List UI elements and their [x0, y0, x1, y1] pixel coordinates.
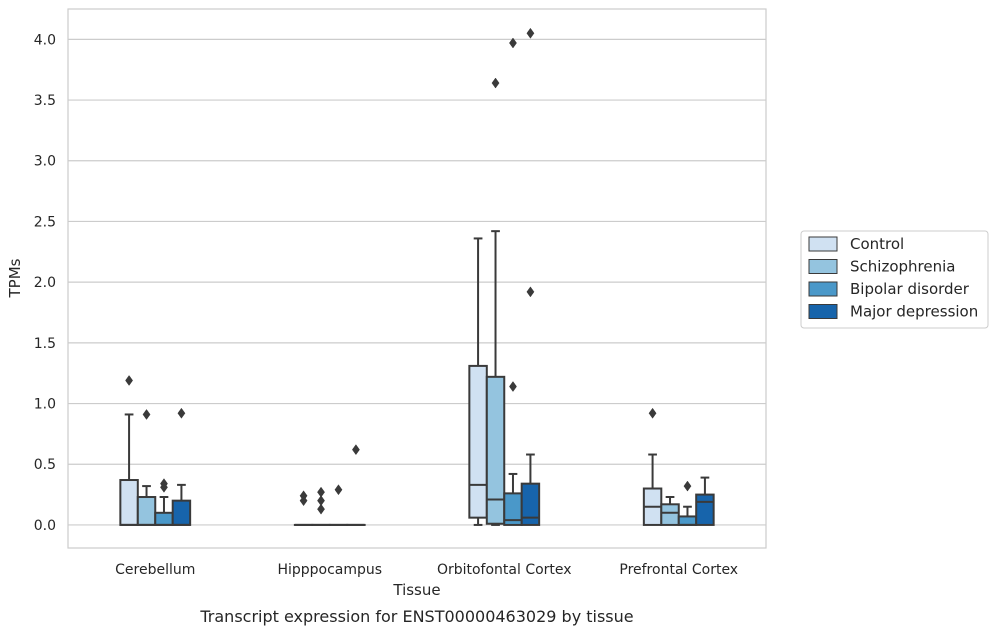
y-tick-labels: 0.0 0.5 1.0 1.5 2.0 2.5 3.0 3.5 4.0	[34, 32, 56, 534]
outlier-point	[491, 77, 500, 89]
legend-swatch	[808, 281, 838, 297]
outlier-point	[526, 286, 535, 298]
outlier-point	[317, 503, 325, 515]
legend: Control Schizophrenia Bipolar disorder Majo…	[800, 230, 989, 329]
y-tick-label: 0.0	[34, 518, 56, 534]
outlier-point	[509, 381, 517, 392]
box-body	[119, 479, 139, 526]
box-body	[468, 364, 488, 519]
chart-caption: Transcript expression for ENST0000046302…	[199, 607, 633, 626]
x-tick-label: Hipppocampus	[277, 562, 382, 578]
y-tick-label: 3.0	[34, 154, 56, 170]
y-tick-label: 2.5	[34, 214, 56, 230]
outlier-point	[142, 409, 151, 420]
box-series	[119, 27, 715, 526]
box-body	[695, 493, 715, 526]
x-tick-label: Orbitofontal Cortex	[437, 562, 572, 578]
outlier-point	[317, 495, 325, 507]
legend-frame	[800, 230, 989, 329]
legend-label: Schizophrenia	[850, 258, 955, 276]
outlier-point	[177, 407, 186, 419]
legend-label: Bipolar disorder	[850, 280, 970, 298]
outlier-point	[125, 375, 133, 386]
y-tick-label: 2.0	[34, 275, 56, 291]
legend-swatch	[808, 236, 838, 252]
y-tick-label: 1.5	[34, 336, 56, 352]
outlier-point	[352, 444, 360, 456]
box-body	[171, 499, 192, 526]
box-body	[660, 503, 680, 526]
box-body	[485, 375, 506, 525]
legend-swatch	[808, 304, 838, 319]
y-tick-label: 3.5	[34, 93, 56, 109]
legend-swatch	[808, 259, 838, 274]
y-tick-label: 4.0	[34, 32, 56, 48]
series-major-depression	[171, 27, 715, 526]
series-bipolar-disorder	[154, 37, 698, 526]
y-tick-label: 0.5	[34, 457, 56, 473]
x-tick-labels: Cerebellum Hipppocampus Orbitofontal Corte…	[115, 562, 738, 578]
box-body	[677, 515, 698, 526]
outlier-point	[526, 27, 535, 39]
x-tick-label: Cerebellum	[115, 562, 195, 578]
gridlines	[68, 38, 766, 526]
legend-label: Control	[850, 235, 904, 253]
outlier-point	[648, 407, 657, 419]
box-body	[136, 496, 157, 526]
legend-label: Major depression	[850, 303, 978, 321]
outlier-point	[299, 490, 308, 502]
y-tick-label: 1.0	[34, 397, 56, 413]
series-schizophrenia	[136, 77, 680, 526]
y-axis-title: TPMs	[6, 258, 24, 298]
plot-frame	[67, 8, 767, 549]
outlier-point	[160, 478, 168, 490]
outlier-point	[683, 480, 692, 492]
box-body	[154, 511, 174, 526]
outlier-point	[509, 37, 517, 49]
box-body	[520, 482, 541, 526]
series-control	[119, 237, 663, 526]
x-axis-title: Tissue	[392, 581, 440, 599]
x-tick-label: Prefrontal Cortex	[619, 562, 738, 578]
outlier-point	[334, 484, 343, 496]
outlier-point	[317, 486, 325, 498]
